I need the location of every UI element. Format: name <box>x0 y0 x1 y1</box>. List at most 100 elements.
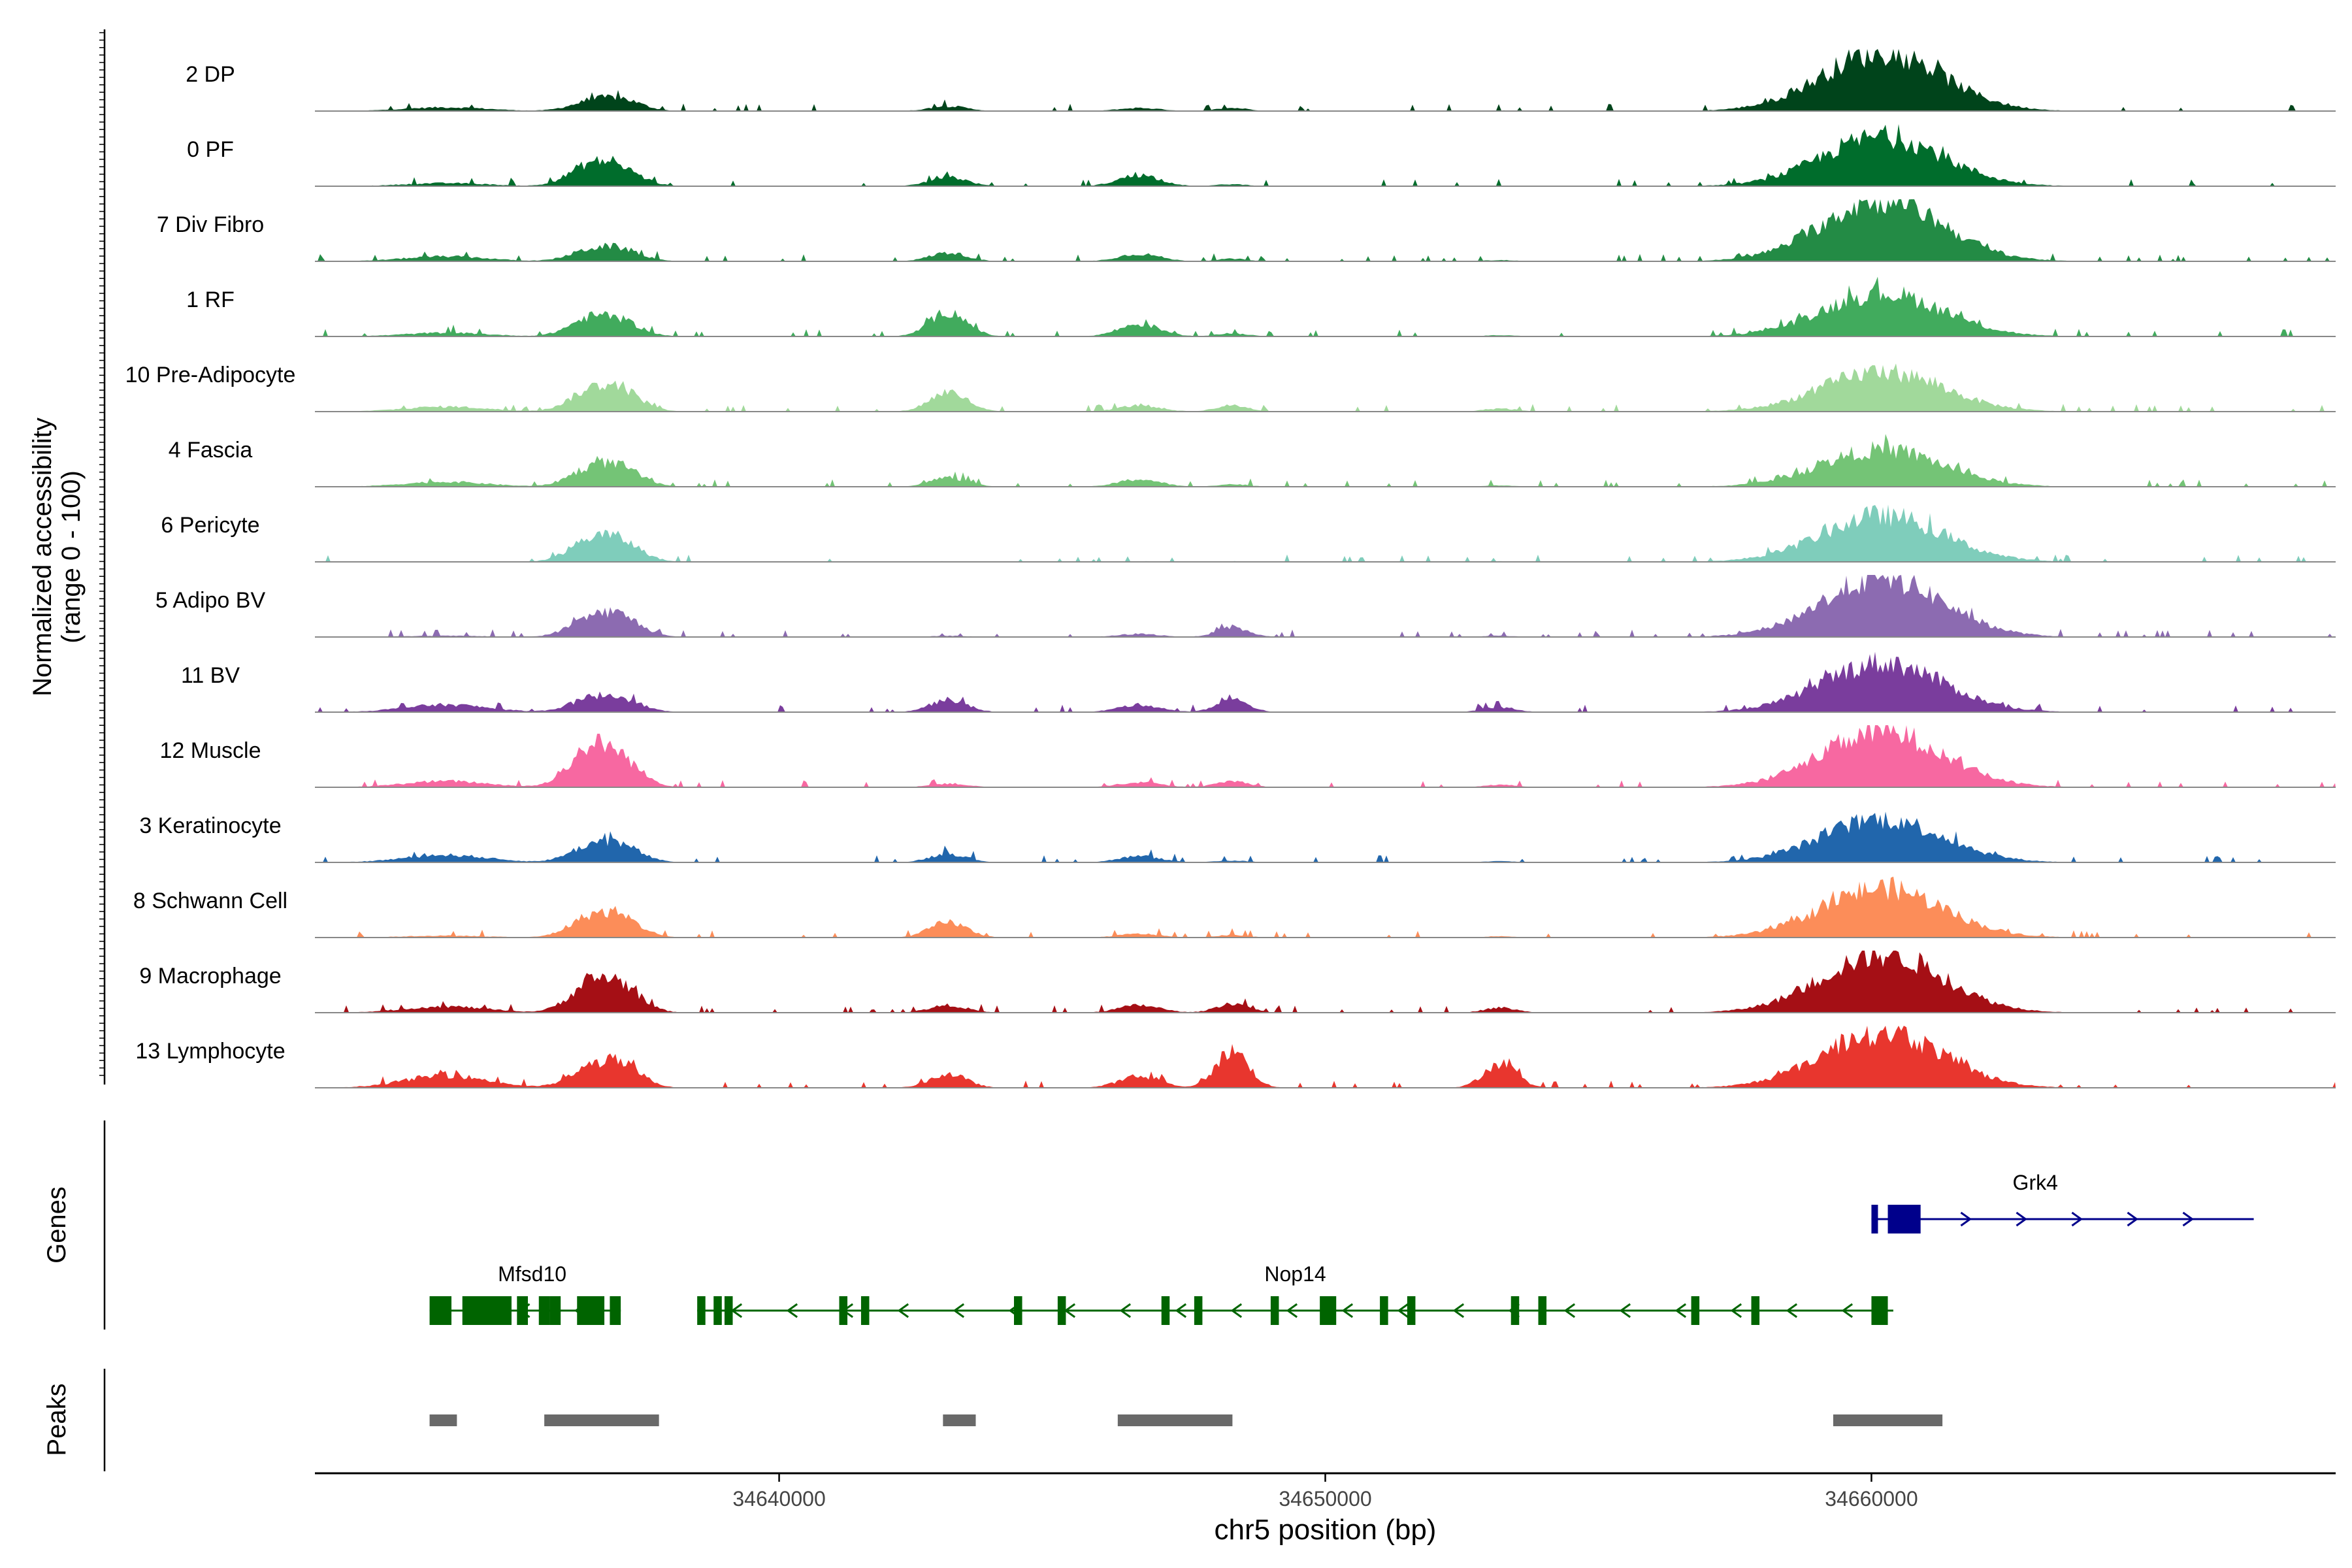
coverage-area <box>315 876 2336 938</box>
gene-exon <box>1380 1296 1388 1325</box>
x-axis-title: chr5 position (bp) <box>1215 1514 1437 1546</box>
strand-arrow <box>2016 1211 2028 1227</box>
coverage-track: 7 Div Fibro <box>157 199 2336 262</box>
gene-model: Grk4 <box>1871 1171 2254 1233</box>
track-label: 4 Fascia <box>169 438 253 463</box>
coverage-area <box>315 951 2336 1013</box>
gene-exon <box>1320 1296 1337 1325</box>
gene-exon <box>538 1296 550 1325</box>
coverage-track: 4 Fascia <box>169 434 2336 487</box>
gene-exon <box>1511 1296 1520 1325</box>
track-label: 1 RF <box>186 287 235 312</box>
peak-region <box>1833 1414 1943 1426</box>
coverage-y-axis-label-line-2: (range 0 - 100) <box>57 470 86 644</box>
coverage-track: 2 DP <box>186 49 2336 112</box>
track-label: 2 DP <box>186 62 235 87</box>
strand-arrow <box>1786 1303 1798 1318</box>
track-label: 8 Schwann Cell <box>133 889 287 913</box>
genes-track-label: Genes <box>42 1186 71 1264</box>
strand-arrow <box>1230 1303 1243 1318</box>
gene-exon <box>724 1296 733 1325</box>
track-label: 7 Div Fibro <box>157 212 264 237</box>
strand-arrow <box>1341 1303 1354 1318</box>
gene-exon <box>1194 1296 1203 1325</box>
gene-exon <box>1871 1296 1888 1325</box>
gene-exon <box>462 1296 512 1325</box>
strand-arrow <box>1960 1211 1972 1227</box>
strand-arrow <box>2127 1211 2139 1227</box>
coverage-track: 1 RF <box>186 276 2336 337</box>
track-label: 9 Macrophage <box>139 964 281 988</box>
track-label: 6 Pericyte <box>161 513 259 538</box>
gene-exon <box>860 1296 870 1325</box>
gene-name-label: Mfsd10 <box>498 1262 566 1286</box>
coverage-track: 5 Adipo BV <box>155 575 2336 638</box>
coverage-area <box>315 434 2336 487</box>
coverage-area <box>315 124 2336 186</box>
gene-exon <box>577 1296 605 1325</box>
gene-name-label: Nop14 <box>1264 1262 1326 1286</box>
peaks-panel: Peaks <box>42 1369 1943 1471</box>
coverage-area <box>315 725 2336 787</box>
coverage-area <box>315 811 2336 862</box>
coverage-track: 13 Lymphocyte <box>135 1026 2336 1088</box>
peaks-track-label: Peaks <box>42 1383 71 1456</box>
coverage-area <box>315 363 2336 412</box>
strand-arrow <box>1841 1303 1854 1318</box>
gene-exon <box>1057 1296 1066 1325</box>
coverage-track: 0 PF <box>187 124 2336 187</box>
coverage-y-axis-label-line-1: Normalized accessibility <box>28 417 57 696</box>
peak-region <box>1117 1414 1233 1426</box>
coverage-track: 8 Schwann Cell <box>133 876 2336 938</box>
gene-exon <box>697 1296 706 1325</box>
gene-exon <box>1538 1296 1547 1325</box>
gene-model: Mfsd10 <box>429 1262 621 1325</box>
gene-exon <box>1407 1296 1416 1325</box>
genes-panel: Genes Mfsd10 Nop14 Grk4 <box>42 1120 2254 1330</box>
coverage-track: 10 Pre-Adipocyte <box>125 363 2336 412</box>
gene-exon <box>713 1296 722 1325</box>
strand-arrow <box>897 1303 909 1318</box>
coverage-area <box>315 504 2336 562</box>
coverage-area <box>315 199 2336 261</box>
peak-region <box>429 1414 457 1426</box>
gene-exon <box>1161 1296 1170 1325</box>
track-label: 13 Lymphocyte <box>135 1039 285 1064</box>
gene-exon <box>1270 1296 1279 1325</box>
coverage-area <box>315 49 2336 111</box>
strand-arrow <box>1452 1303 1465 1318</box>
gene-exon <box>1014 1296 1022 1325</box>
coverage-area <box>315 651 2336 712</box>
strand-arrow <box>1175 1303 1187 1318</box>
gene-exon <box>1887 1205 1921 1233</box>
x-tick-label: 34650000 <box>1279 1487 1371 1511</box>
strand-arrow <box>2071 1211 2083 1227</box>
coverage-area <box>315 276 2336 336</box>
x-axis: 34640000 34650000 34660000 chr5 position (b… <box>315 1472 2336 1546</box>
gene-exon <box>1871 1205 1878 1233</box>
track-label: 12 Muscle <box>160 738 261 763</box>
strand-arrow <box>1619 1303 1631 1318</box>
gene-exon <box>1751 1296 1760 1325</box>
coverage-area <box>315 1026 2336 1088</box>
gene-model: Nop14 <box>697 1262 1893 1325</box>
strand-arrow <box>1286 1303 1298 1318</box>
coverage-track: 6 Pericyte <box>161 504 2336 563</box>
gene-exon <box>517 1296 529 1325</box>
gene-name-label: Grk4 <box>2013 1171 2058 1194</box>
track-label: 11 BV <box>181 663 240 688</box>
coverage-y-axis-label: Normalized accessibility(range 0 - 100) <box>28 417 86 696</box>
peak-region <box>544 1414 659 1426</box>
coverage-track: 9 Macrophage <box>139 951 2336 1013</box>
coverage-track: 3 Keratinocyte <box>139 811 2336 863</box>
track-label: 3 Keratinocyte <box>139 813 281 838</box>
strand-arrow <box>1119 1303 1132 1318</box>
strand-arrow <box>2182 1211 2195 1227</box>
gene-exon <box>610 1296 621 1325</box>
strand-arrow <box>786 1303 798 1318</box>
track-label: 10 Pre-Adipocyte <box>125 363 296 387</box>
gene-exon <box>839 1296 848 1325</box>
gene-exon <box>429 1296 451 1325</box>
x-tick-label: 34660000 <box>1825 1487 1918 1511</box>
